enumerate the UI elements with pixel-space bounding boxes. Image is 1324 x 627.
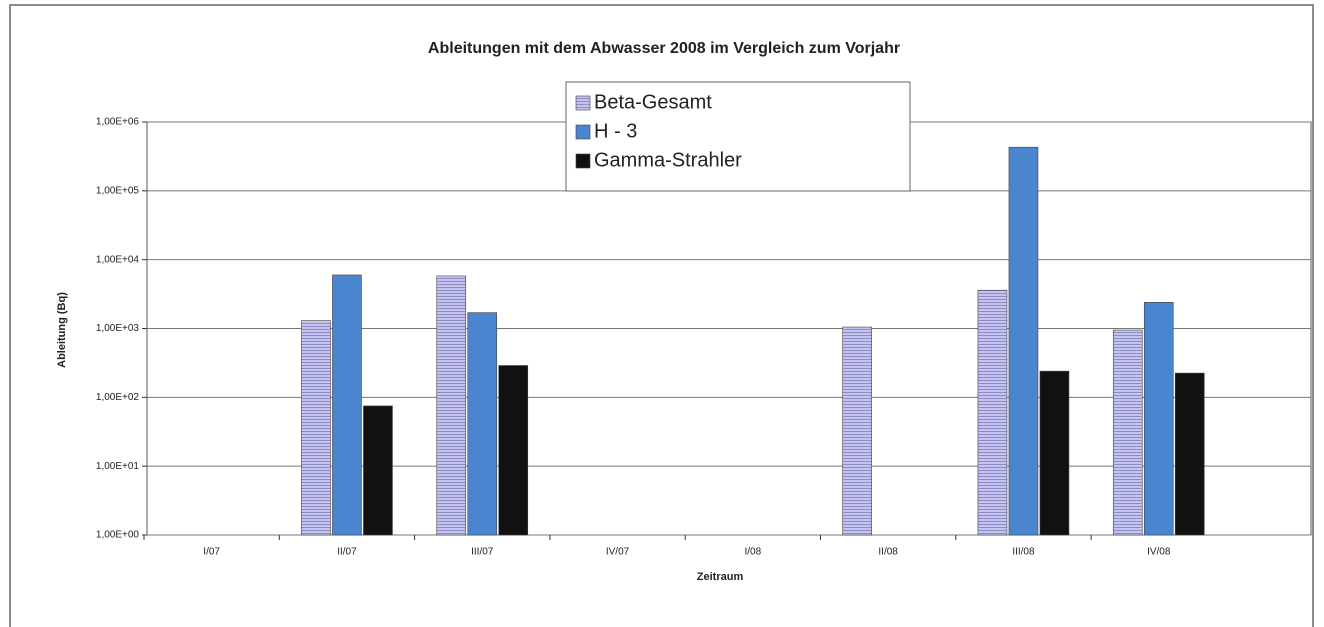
y-tick-label: 1,00E+01 (96, 461, 140, 472)
y-tick-label: 1,00E+05 (96, 185, 140, 196)
x-tick-label: IV/07 (606, 547, 630, 558)
legend-label: Beta-Gesamt (594, 91, 712, 113)
bar (436, 275, 467, 536)
legend-swatch (575, 124, 591, 140)
x-tick-label: IV/08 (1147, 547, 1171, 558)
y-tick-label: 1,00E+02 (96, 392, 140, 403)
bar (301, 320, 331, 536)
x-tick-label: I/07 (203, 547, 220, 558)
bar (498, 365, 529, 536)
y-tick-label: 1,00E+06 (96, 117, 140, 128)
legend-label: H - 3 (594, 120, 637, 142)
legend-label: Gamma-Strahler (594, 149, 742, 171)
x-tick-label: II/07 (337, 547, 357, 558)
bar (467, 312, 498, 536)
y-axis-label: Ableitung (Bq) (56, 292, 68, 368)
bar (977, 289, 1008, 536)
bar (1174, 372, 1205, 536)
x-tick-label: II/08 (878, 547, 898, 558)
x-axis-label: Zeitraum (697, 571, 744, 583)
legend-box (565, 81, 911, 192)
chart-title: Ableitungen mit dem Abwasser 2008 im Ver… (428, 40, 900, 57)
bar (363, 405, 393, 536)
bar (1008, 146, 1039, 536)
x-tick-label: I/08 (745, 547, 762, 558)
y-tick-label: 1,00E+03 (96, 323, 140, 334)
x-tick-label: III/08 (1012, 547, 1035, 558)
bar (1039, 370, 1070, 536)
bar (842, 326, 872, 536)
bar (1112, 329, 1143, 536)
y-tick-label: 1,00E+00 (96, 530, 140, 541)
legend-swatch (575, 153, 591, 169)
legend-swatch (575, 95, 591, 111)
x-tick-label: III/07 (471, 547, 494, 558)
bar (1143, 302, 1174, 536)
bar (332, 274, 362, 536)
y-tick-label: 1,00E+04 (96, 254, 140, 265)
